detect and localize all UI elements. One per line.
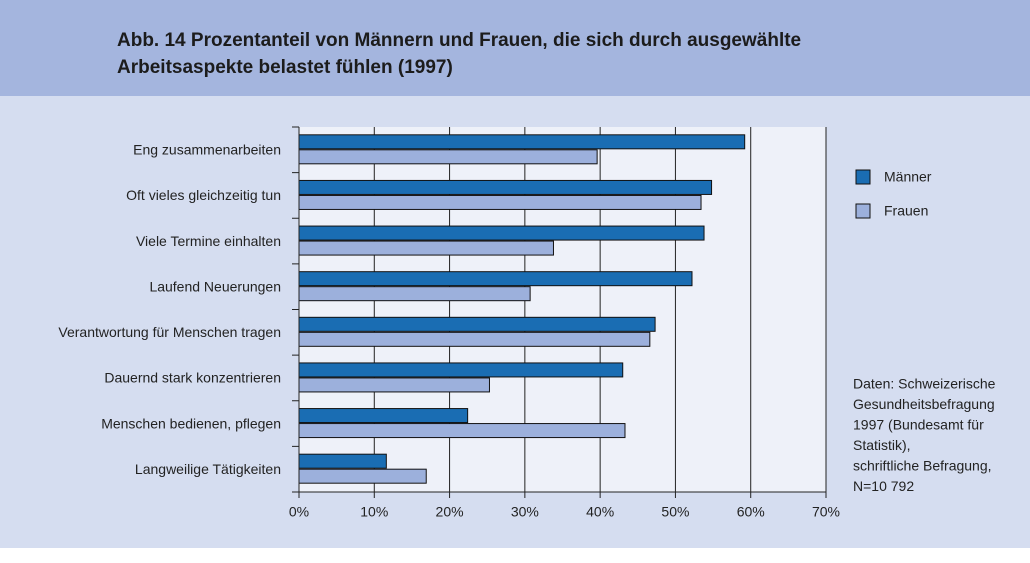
chart-title: Arbeitsaspekte belastet fühlen (1997) xyxy=(117,57,453,78)
bar xyxy=(298,453,387,469)
legend-label: Frauen xyxy=(884,203,928,219)
source-note: 1997 (Bundesamt für xyxy=(853,417,984,433)
source-note: schriftliche Befragung, xyxy=(853,458,992,474)
x-tick-label: 0% xyxy=(289,504,309,520)
x-tick-label: 50% xyxy=(661,504,689,520)
bar xyxy=(298,423,626,439)
chart-title: Abb. 14 Prozentanteil von Männern und Fr… xyxy=(117,30,801,51)
y-tick-label: Menschen bedienen, pflegen xyxy=(101,415,281,431)
source-note: Statistik), xyxy=(853,437,911,453)
bar xyxy=(298,225,705,241)
legend-label: Männer xyxy=(884,169,932,185)
bar xyxy=(298,240,554,256)
x-tick-label: 10% xyxy=(360,504,388,520)
x-tick-label: 40% xyxy=(586,504,614,520)
x-tick-label: 20% xyxy=(436,504,464,520)
y-tick-label: Viele Termine einhalten xyxy=(136,233,281,249)
source-note: N=10 792 xyxy=(853,478,914,494)
y-tick-label: Verantwortung für Menschen tragen xyxy=(58,324,281,340)
y-tick-label: Langweilige Tätigkeiten xyxy=(135,461,281,477)
x-tick-label: 60% xyxy=(737,504,765,520)
bar xyxy=(298,271,693,287)
y-tick-label: Laufend Neuerungen xyxy=(149,278,281,294)
legend-swatch xyxy=(855,203,871,219)
legend-swatch xyxy=(855,169,871,185)
bar xyxy=(298,286,531,302)
x-tick-label: 70% xyxy=(812,504,840,520)
y-tick-label: Eng zusammenarbeiten xyxy=(133,142,281,158)
bar xyxy=(298,408,469,424)
x-tick-label: 30% xyxy=(511,504,539,520)
bar xyxy=(298,377,490,393)
y-tick-label: Oft vieles gleichzeitig tun xyxy=(126,187,281,203)
source-note: Gesundheitsbefragung xyxy=(853,396,995,412)
y-tick-label: Dauernd stark konzentrieren xyxy=(104,370,281,386)
bar xyxy=(298,331,651,347)
source-note: Daten: Schweizerische xyxy=(853,376,996,392)
bar xyxy=(298,179,713,195)
bar xyxy=(298,362,624,378)
bar xyxy=(298,194,702,210)
header-band xyxy=(0,0,1030,96)
bar xyxy=(298,149,598,165)
bar xyxy=(298,468,427,484)
bar xyxy=(298,316,656,332)
bar xyxy=(298,134,746,150)
